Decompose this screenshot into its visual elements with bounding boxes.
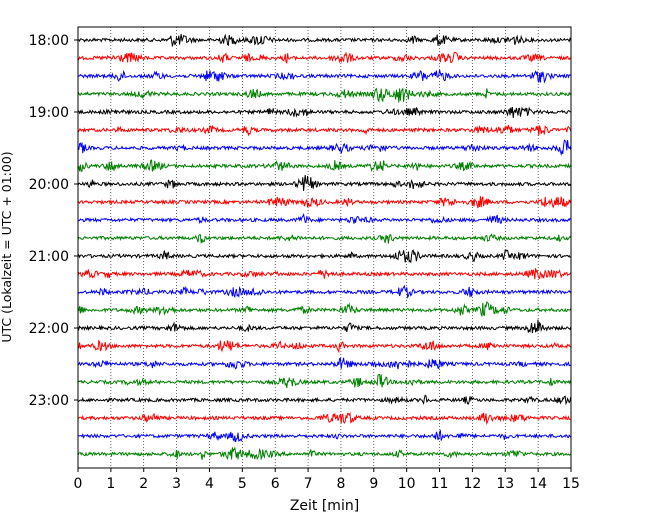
seismic-trace <box>77 394 572 406</box>
seismic-trace <box>77 429 572 443</box>
x-tick-label: 2 <box>139 476 148 492</box>
seismic-trace <box>77 233 572 244</box>
x-tick-label: 14 <box>529 476 547 492</box>
x-tick-label: 5 <box>238 476 247 492</box>
seismic-trace <box>77 87 572 103</box>
x-tick-label: 9 <box>369 476 378 492</box>
x-tick-label: 15 <box>562 476 580 492</box>
seismic-traces <box>77 33 572 461</box>
x-axis-ticks: 0 1 2 3 4 5 6 7 8 9 10 11 12 13 14 15 <box>74 468 580 492</box>
seismic-trace <box>77 33 572 47</box>
seismic-trace <box>77 357 571 370</box>
y-tick-label: 23:00 <box>29 393 69 409</box>
x-tick-label: 8 <box>336 476 345 492</box>
x-tick-label: 13 <box>496 476 514 492</box>
seismic-trace <box>77 69 572 84</box>
x-tick-label: 7 <box>304 476 313 492</box>
x-tick-label: 12 <box>463 476 481 492</box>
x-tick-label: 4 <box>205 476 214 492</box>
seismic-trace <box>77 301 572 317</box>
plot-frame <box>77 26 572 469</box>
x-tick-label: 3 <box>172 476 181 492</box>
y-tick-label: 21:00 <box>29 249 69 265</box>
x-axis-label: Zeit [min] <box>290 498 359 514</box>
y-tick-label: 19:00 <box>29 105 69 121</box>
seismic-trace <box>77 249 571 263</box>
seismic-trace <box>77 446 572 461</box>
seismic-trace <box>77 139 572 157</box>
seismic-trace <box>77 196 572 209</box>
y-tick-label: 18:00 <box>29 33 69 49</box>
seismic-trace <box>77 284 572 299</box>
x-tick-label: 1 <box>106 476 115 492</box>
seismic-trace <box>77 319 572 334</box>
seismic-trace <box>77 159 572 172</box>
y-axis-label: UTC (Lokalzeit = UTC + 01:00) <box>0 151 14 342</box>
seismic-trace <box>77 212 572 225</box>
seismic-trace <box>77 339 572 354</box>
x-tick-label: 6 <box>271 476 280 492</box>
x-tick-label: 0 <box>74 476 83 492</box>
seismic-trace <box>77 175 572 191</box>
seismic-trace <box>77 124 572 137</box>
x-tick-label: 10 <box>398 476 416 492</box>
seismic-trace <box>77 374 572 388</box>
seismic-trace <box>77 51 572 64</box>
y-tick-label: 22:00 <box>29 321 69 337</box>
y-tick-label: 20:00 <box>29 177 69 193</box>
seismic-trace <box>77 106 572 118</box>
seismic-trace <box>77 411 571 426</box>
seismic-trace <box>77 268 572 280</box>
y-axis-ticks: 18:00 19:00 20:00 21:00 22:00 23:00 <box>29 33 78 409</box>
x-tick-label: 11 <box>431 476 449 492</box>
